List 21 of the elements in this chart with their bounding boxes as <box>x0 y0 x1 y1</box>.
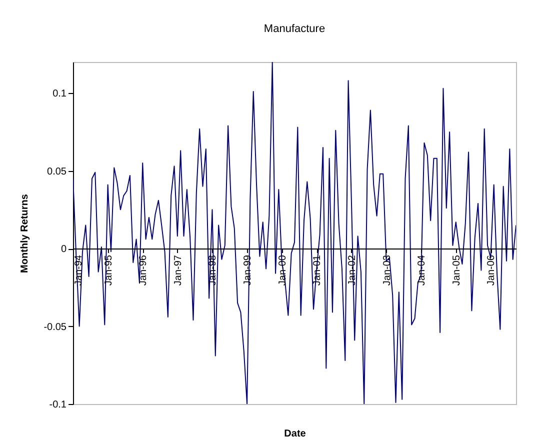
x-tick-label: Jan-97 <box>172 254 184 286</box>
y-tick-label: -0.1 <box>49 400 67 410</box>
x-tick-label: Jan-94 <box>74 254 84 286</box>
x-axis-title: Date <box>284 428 306 440</box>
x-tick-label: Jan-03 <box>382 254 393 286</box>
y-tick-label: 0.1 <box>52 88 67 100</box>
x-tick-label: Jan-98 <box>208 254 219 286</box>
y-axis-title: Monthly Returns <box>20 194 31 273</box>
y-tick-label: -0.05 <box>44 322 67 333</box>
x-tick-label: Jan-95 <box>103 254 114 286</box>
chart-title: Manufacture <box>264 23 326 35</box>
x-tick-label: Jan-01 <box>312 254 324 286</box>
x-tick-label: Jan-05 <box>451 254 462 286</box>
x-tick-label: Jan-06 <box>486 254 498 286</box>
x-tick-label: Jan-02 <box>346 254 358 286</box>
x-tick-label: Jan-99 <box>242 254 254 286</box>
x-tick-label: Jan-04 <box>416 254 428 286</box>
x-tick-label: Jan-96 <box>138 254 150 286</box>
y-tick-label: 0 <box>60 244 67 256</box>
x-tick-label: Jan-00 <box>277 254 288 286</box>
y-tick-label: 0.05 <box>47 166 67 178</box>
